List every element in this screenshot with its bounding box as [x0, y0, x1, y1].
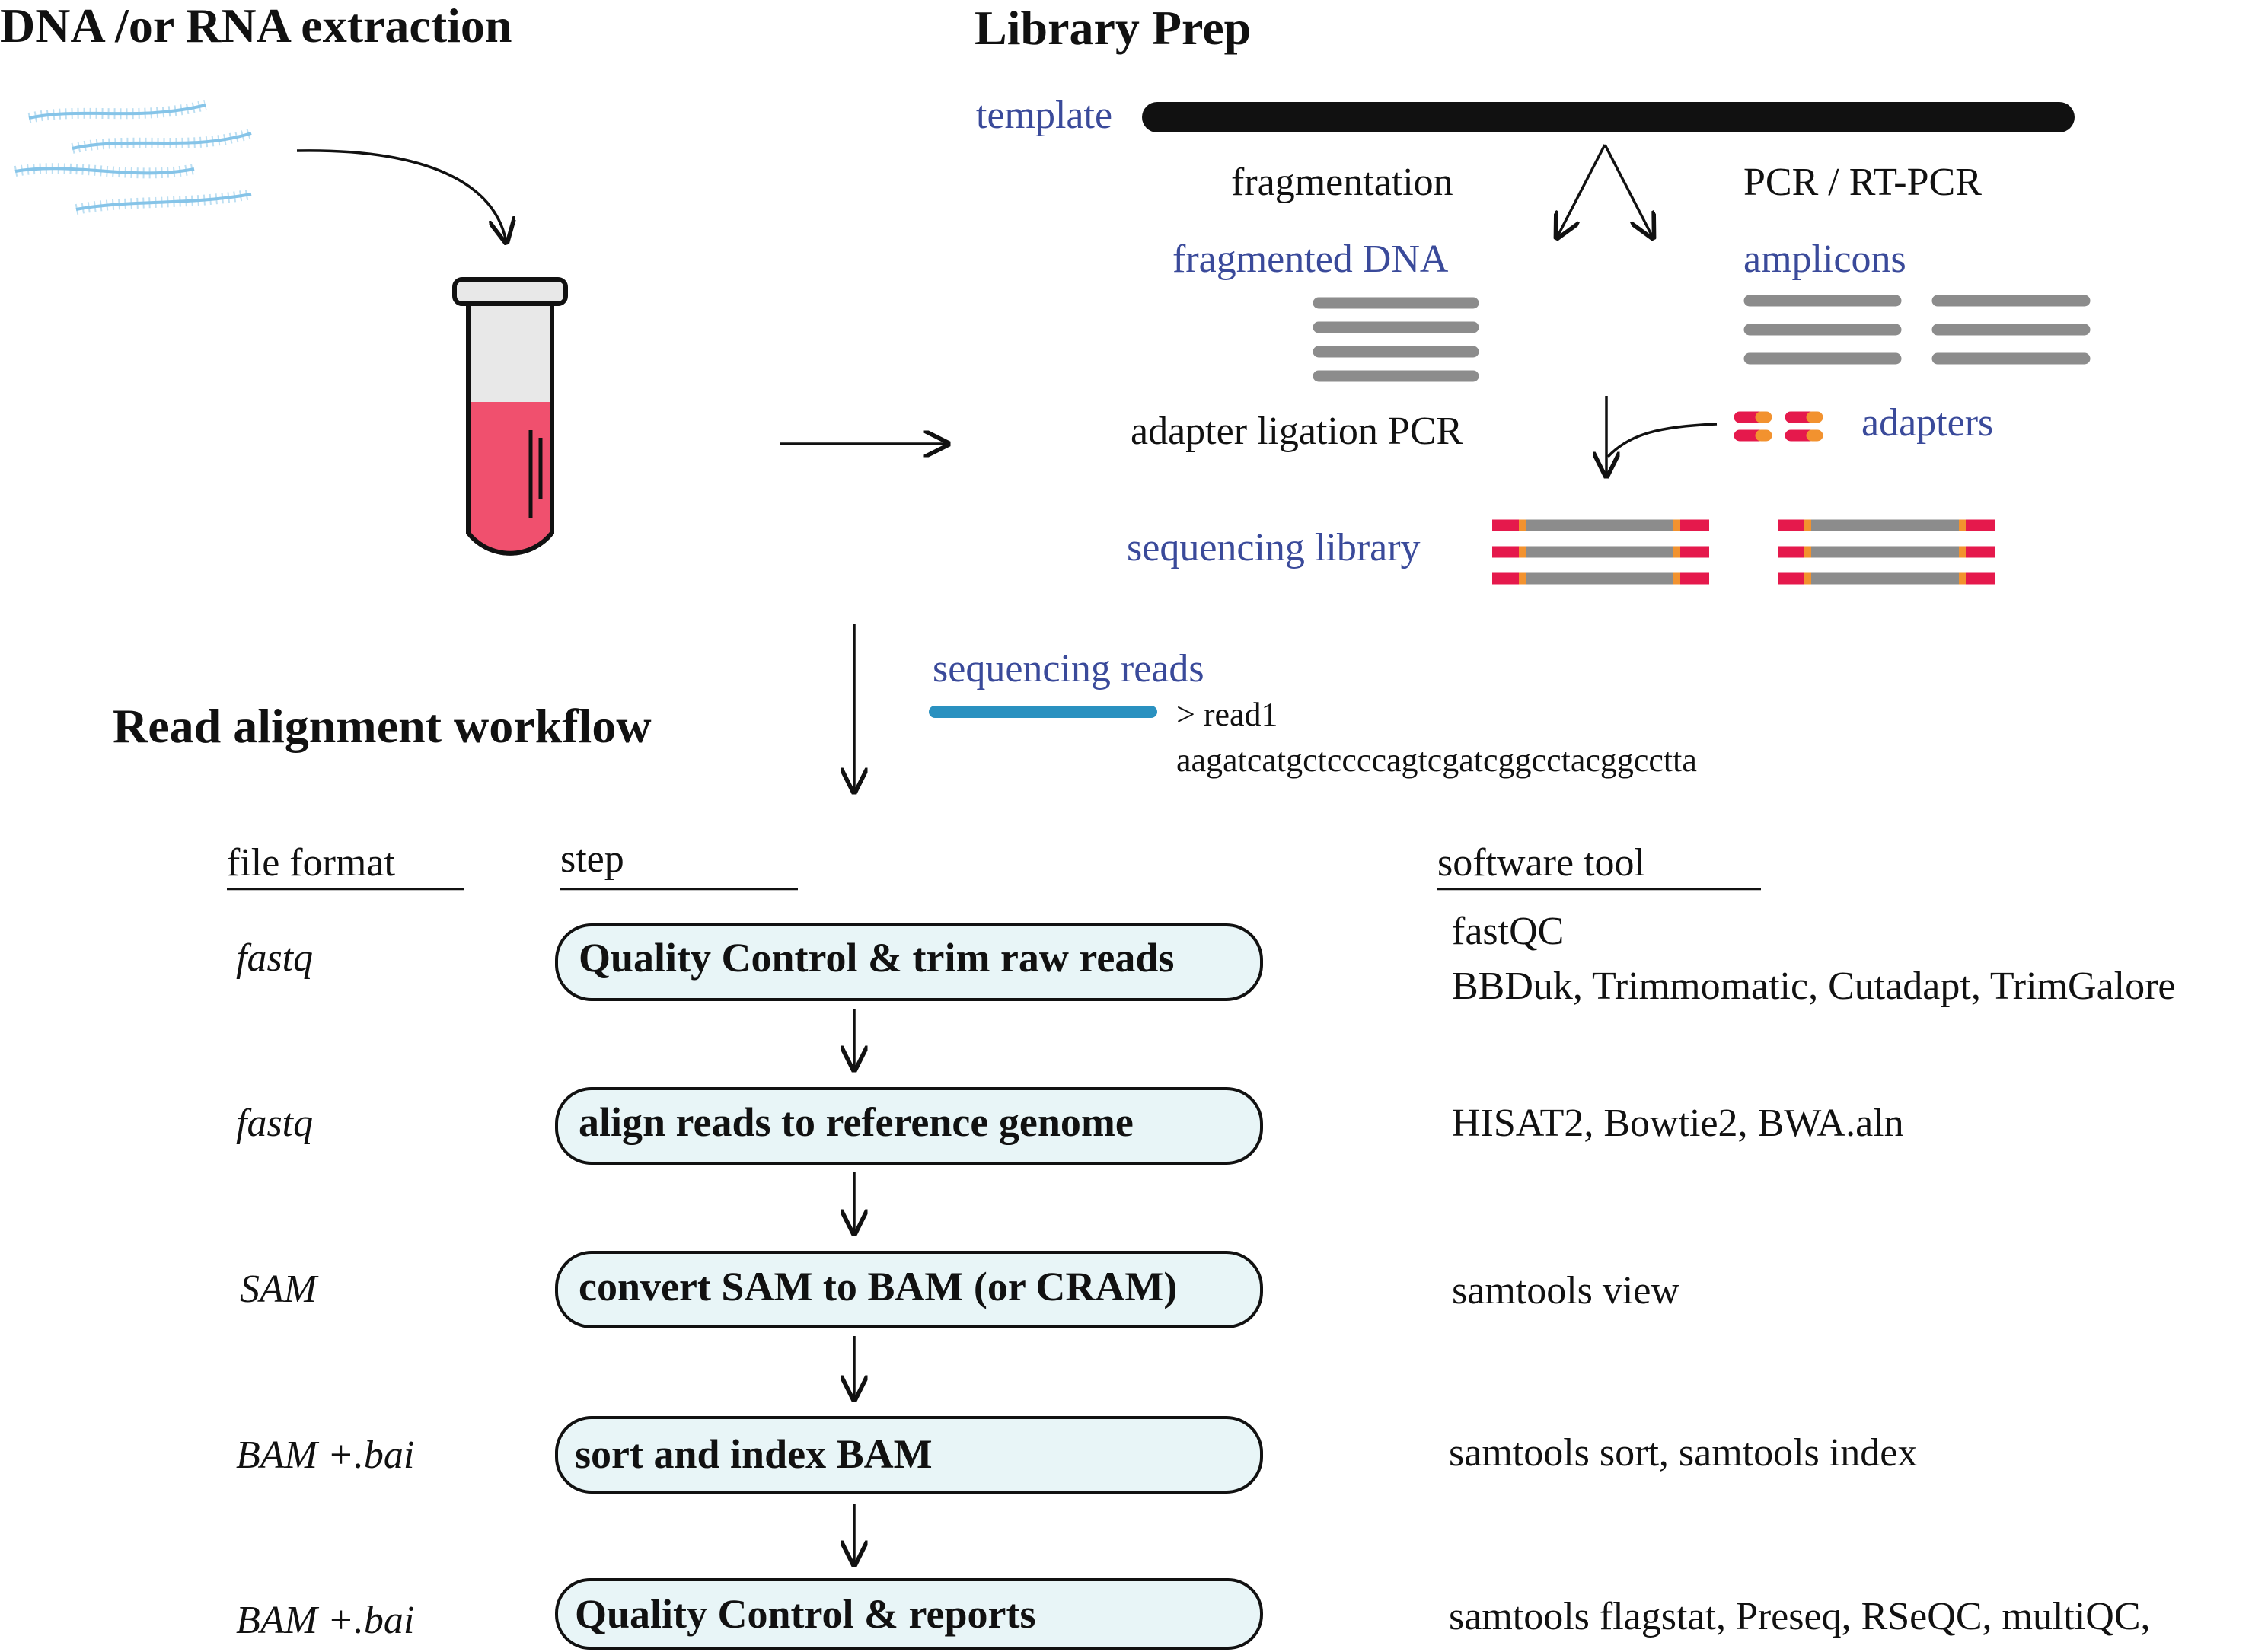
step-box [555, 1251, 1263, 1328]
nucleic-acid-strands-icon [14, 100, 254, 215]
row-file-format: BAM +.bai [236, 1434, 414, 1477]
library-prep-title: Library Prep [975, 1, 1251, 55]
sequencing-library-bars [1492, 519, 1995, 585]
workflow-row: BAM +.bai sort and index BAM samtools so… [236, 1416, 1917, 1494]
read-sequence: aagatcatgctccccagtcgatcggcctacggcctta [1176, 741, 1697, 779]
extraction-arrow [296, 149, 506, 242]
header-file-format: file format [227, 841, 395, 885]
adapters-label: adapters [1861, 401, 1993, 445]
workflow-row: fastq Quality Control & trim raw reads f… [236, 910, 2176, 1008]
row-file-format: BAM +.bai [236, 1599, 414, 1642]
step-box [555, 1578, 1263, 1650]
step-label: convert SAM to BAM (or CRAM) [579, 1264, 1177, 1309]
step-label: sort and index BAM [575, 1431, 933, 1477]
pcr-label: PCR / RT-PCR [1743, 161, 1982, 204]
software-tool: HISAT2, Bowtie2, BWA.aln [1452, 1102, 1904, 1145]
fragmentation-label: fragmentation [1231, 161, 1453, 204]
step-box [555, 1416, 1263, 1494]
row-file-format: SAM [240, 1268, 319, 1311]
adapter-ligation-label: adapter ligation PCR [1131, 410, 1463, 453]
step-label: align reads to reference genome [579, 1099, 1134, 1145]
workflow-row: BAM +.bai Quality Control & reports samt… [236, 1578, 2151, 1650]
software-tool: samtools flagstat, Preseq, RSeQC, multiQ… [1449, 1595, 2151, 1638]
workflow-row: SAM convert SAM to BAM (or CRAM) samtool… [240, 1251, 1679, 1328]
test-tube-icon [452, 277, 568, 556]
extraction-title: DNA /or RNA extraction [0, 0, 512, 53]
header-step: step [560, 837, 624, 881]
header-software-tool: software tool [1437, 841, 1645, 885]
sequencing-library-label: sequencing library [1127, 526, 1421, 569]
software-tool: BBDuk, Trimmomatic, Cutadapt, TrimGalore [1452, 965, 2176, 1008]
read-id: > read1 [1176, 696, 1278, 733]
row-file-format: fastq [236, 1102, 313, 1145]
template-label: template [976, 94, 1112, 137]
row-file-format: fastq [236, 936, 313, 980]
workflow-title: Read alignment workflow [113, 699, 652, 753]
sequencing-reads-label: sequencing reads [933, 647, 1204, 690]
amplicons-label: amplicons [1743, 238, 1906, 281]
fragmented-dna-label: fragmented DNA [1172, 238, 1449, 281]
step-box [555, 1087, 1263, 1165]
step-box [555, 923, 1263, 1001]
workflow-row: fastq align reads to reference genome HI… [236, 1087, 1904, 1165]
fragmented-dna-bars [1313, 297, 1479, 382]
software-tool: samtools view [1452, 1269, 1679, 1312]
software-tool: samtools sort, samtools index [1449, 1431, 1917, 1475]
step-label: Quality Control & trim raw reads [579, 935, 1174, 981]
amplicon-bars [1743, 295, 2091, 365]
adapter-join-arrow [1606, 423, 1718, 458]
step-label: Quality Control & reports [575, 1591, 1035, 1637]
software-tool: fastQC [1452, 910, 1564, 953]
split-arrows [1557, 144, 1653, 238]
adapters-icon [1734, 411, 1823, 442]
